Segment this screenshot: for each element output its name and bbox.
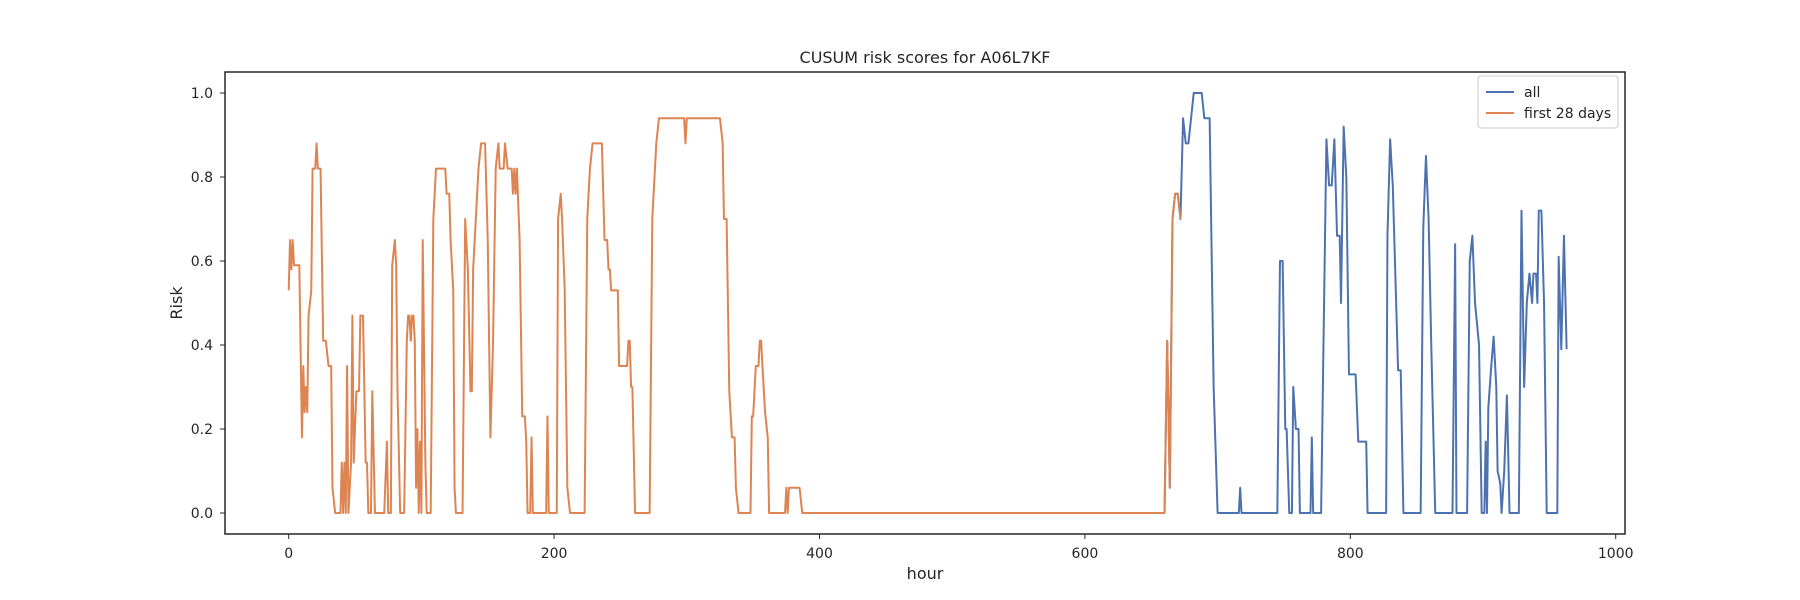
x-tick-label: 400 <box>806 546 833 562</box>
x-tick-label: 200 <box>541 546 568 562</box>
y-tick-label: 0.8 <box>191 170 213 186</box>
x-tick-label: 0 <box>284 546 293 562</box>
x-tick-label: 800 <box>1337 546 1364 562</box>
x-axis: 0 200 400 600 800 1000 <box>284 534 1634 562</box>
x-tick-label: 600 <box>1072 546 1099 562</box>
x-tick-label: 1000 <box>1598 546 1634 562</box>
legend: all first 28 days <box>1477 75 1619 129</box>
y-tick-label: 1.0 <box>191 86 213 102</box>
y-axis: 0.0 0.2 0.4 0.6 0.8 1.0 <box>191 86 225 522</box>
legend-label-1: first 28 days <box>1524 106 1611 122</box>
x-axis-label: hour <box>907 564 944 583</box>
y-tick-label: 0.2 <box>191 422 213 438</box>
series-line-1 <box>287 117 1182 514</box>
y-tick-label: 0.6 <box>191 254 213 270</box>
legend-label-0: all <box>1524 85 1540 101</box>
y-tick-label: 0.4 <box>191 338 213 354</box>
y-tick-label: 0.0 <box>191 506 213 522</box>
plot-frame <box>224 71 1626 535</box>
series-line-0 <box>1163 92 1568 514</box>
legend-box <box>1477 75 1619 129</box>
chart-title: CUSUM risk scores for A06L7KF <box>800 48 1051 67</box>
plot-area <box>224 71 1626 535</box>
y-axis-label: Risk <box>167 286 186 320</box>
